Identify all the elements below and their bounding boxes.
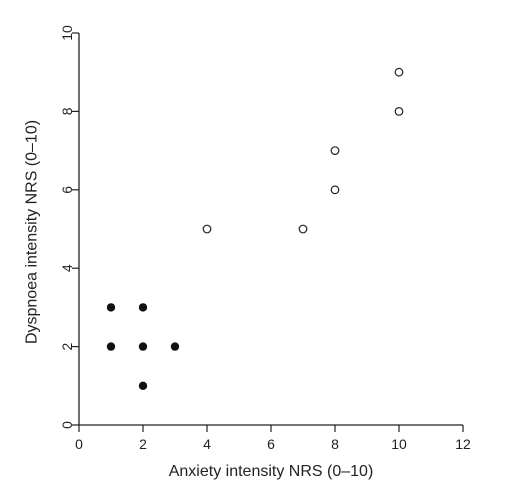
y-tick-label: 4 (59, 264, 75, 272)
data-point-open (394, 67, 404, 77)
data-point-open (394, 106, 404, 116)
data-points (106, 67, 404, 390)
x-axis-title: Anxiety intensity NRS (0–10) (169, 463, 374, 480)
y-tick-label: 0 (59, 421, 75, 429)
data-point-filled (106, 303, 116, 312)
data-point-filled (138, 303, 148, 312)
data-point-open (330, 146, 340, 156)
x-tick-label: 4 (203, 436, 211, 452)
data-point-open (330, 185, 340, 195)
data-point-filled (170, 342, 180, 351)
axes (78, 33, 463, 426)
data-point-open (202, 224, 212, 234)
x-tick-label: 6 (267, 436, 275, 452)
x-tick-label: 0 (75, 436, 83, 452)
data-point-filled (106, 342, 116, 351)
x-tick-label: 8 (331, 436, 339, 452)
y-axis-title: Dyspnoea intensity NRS (0–10) (24, 120, 41, 344)
x-tick-label: 10 (391, 436, 407, 452)
data-point-open (298, 224, 308, 234)
y-tick-label: 10 (59, 25, 75, 41)
y-tick-label: 2 (59, 342, 75, 350)
y-tick-label: 8 (59, 107, 75, 115)
x-tick-label: 2 (139, 436, 147, 452)
data-point-filled (138, 342, 148, 351)
axis-ticks: 0 2 4 6 8 10 12 0 2 4 6 8 10 (59, 25, 471, 452)
data-point-filled (138, 381, 148, 390)
x-tick-label: 12 (455, 436, 471, 452)
y-tick-label: 6 (59, 186, 75, 194)
